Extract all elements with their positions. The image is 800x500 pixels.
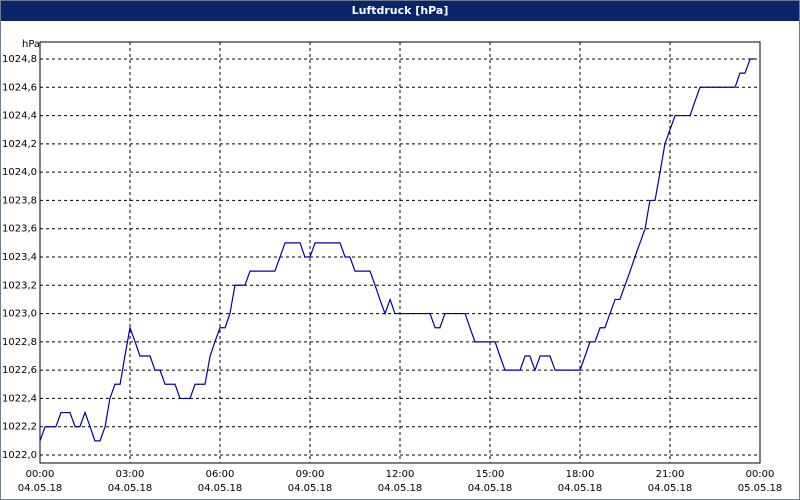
x-tick-label: 21:00 <box>656 469 685 480</box>
x-tick-label: 09:00 <box>296 469 325 480</box>
x-tick-label: 00:00 <box>26 469 55 480</box>
x-tick-date: 04.05.18 <box>558 483 603 494</box>
y-tick-label: 1022,8 <box>2 337 37 348</box>
x-tick-date: 04.05.18 <box>108 483 153 494</box>
chart-title: Luftdruck [hPa] <box>1 1 799 21</box>
y-axis-unit: hPa <box>22 39 40 50</box>
y-tick-label: 1023,4 <box>2 252 37 263</box>
x-tick-label: 18:00 <box>566 469 595 480</box>
y-tick-label: 1024,8 <box>2 54 37 65</box>
y-tick-label: 1022,2 <box>2 422 37 433</box>
x-tick-date: 04.05.18 <box>468 483 513 494</box>
x-tick-date: 04.05.18 <box>378 483 423 494</box>
x-tick-label: 06:00 <box>206 469 235 480</box>
y-tick-label: 1022,0 <box>2 450 37 461</box>
y-tick-label: 1023,2 <box>2 280 37 291</box>
x-tick-label: 12:00 <box>386 469 415 480</box>
y-tick-label: 1024,2 <box>2 139 37 150</box>
y-tick-label: 1024,0 <box>2 167 37 178</box>
x-tick-label: 03:00 <box>116 469 145 480</box>
y-tick-label: 1024,4 <box>2 111 37 122</box>
x-tick-date: 04.05.18 <box>18 483 63 494</box>
y-tick-label: 1022,4 <box>2 393 37 404</box>
y-tick-label: 1023,0 <box>2 309 37 320</box>
x-tick-date: 05.05.18 <box>738 483 783 494</box>
x-tick-date: 04.05.18 <box>648 483 693 494</box>
x-tick-label: 15:00 <box>476 469 505 480</box>
x-tick-date: 04.05.18 <box>288 483 333 494</box>
y-tick-label: 1022,6 <box>2 365 37 376</box>
line-series <box>39 58 755 442</box>
y-tick-label: 1023,8 <box>2 195 37 206</box>
y-tick-label: 1023,6 <box>2 224 37 235</box>
y-tick-label: 1024,6 <box>2 82 37 93</box>
x-tick-date: 04.05.18 <box>198 483 243 494</box>
x-tick-label: 00:00 <box>746 469 775 480</box>
